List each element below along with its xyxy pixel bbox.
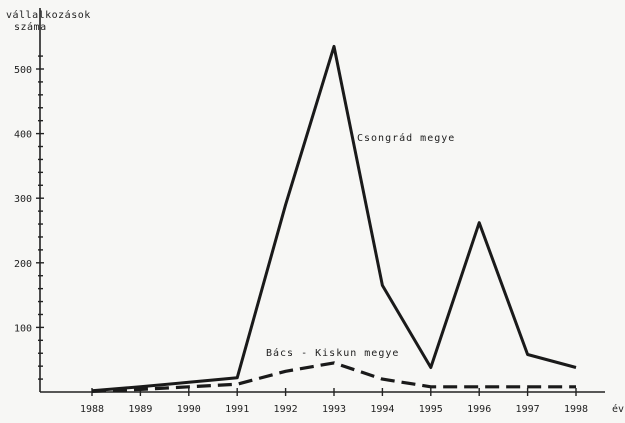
y-axis-label-line-1: vállalkozások [6, 9, 91, 21]
x-tick-label: 1992 [274, 404, 298, 415]
x-tick-label: 1996 [467, 404, 491, 415]
series-label-csongrad: Csongrád megye [357, 132, 455, 144]
x-tick-label: 1997 [516, 404, 540, 415]
y-tick-label: 300 [14, 194, 32, 205]
x-tick-label: 1988 [80, 404, 104, 415]
x-tick-label: 1993 [322, 404, 346, 415]
series-label-bacs-kiskun: Bács - Kiskun megye [266, 347, 399, 359]
y-tick-label: 200 [14, 259, 32, 270]
x-axis-label: év [612, 403, 624, 415]
x-tick-label: 1991 [225, 404, 249, 415]
x-tick-label: 1998 [564, 404, 588, 415]
y-tick-label: 500 [14, 65, 32, 76]
x-tick-label: 1995 [419, 404, 443, 415]
x-tick-label: 1994 [370, 404, 394, 415]
series-line-bacs-kiskun [92, 363, 576, 392]
y-tick-label: 400 [14, 130, 32, 141]
series-lines [92, 46, 576, 391]
x-tick-label: 1990 [177, 404, 201, 415]
x-tick-label: 1989 [128, 404, 152, 415]
series-line-csongrad [92, 46, 576, 390]
y-axis-label-line-2: száma [14, 21, 47, 33]
y-tick-label: 100 [14, 323, 32, 334]
